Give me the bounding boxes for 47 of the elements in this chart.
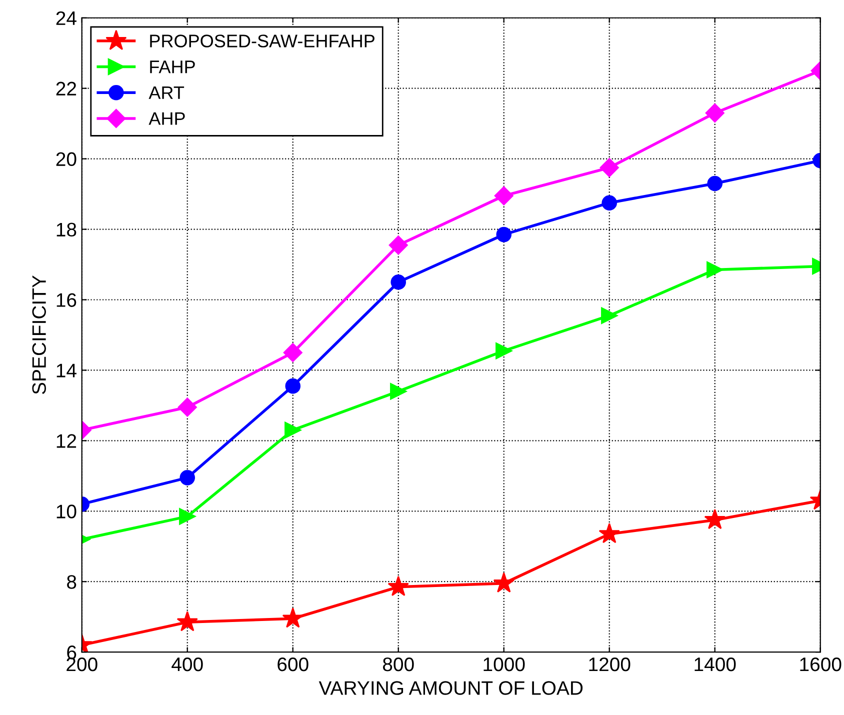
- point: [180, 470, 196, 486]
- x-tick-label: 1600: [800, 657, 842, 672]
- y-tick-label: 10: [56, 504, 76, 518]
- point: [496, 342, 512, 360]
- point: [705, 103, 724, 123]
- point: [496, 226, 512, 242]
- point: [601, 307, 618, 324]
- legend-label: ART: [148, 86, 184, 99]
- point: [388, 236, 408, 255]
- y-tick-label: 18: [56, 222, 76, 237]
- point: [390, 274, 406, 290]
- y-axis-title: SPECIFICITY: [32, 275, 46, 394]
- y-tick-label: 8: [67, 575, 76, 589]
- y-tick-label: 24: [56, 11, 76, 25]
- point: [707, 176, 723, 192]
- point: [388, 576, 409, 596]
- point: [390, 383, 407, 400]
- point: [598, 522, 620, 544]
- point: [494, 186, 514, 206]
- point: [282, 607, 304, 628]
- point: [706, 261, 724, 278]
- point: [493, 572, 514, 592]
- x-axis-title: VARYING AMOUNT OF LOAD: [318, 681, 583, 695]
- x-tick-label: 600: [278, 657, 308, 672]
- x-tick-label: 1200: [589, 657, 630, 672]
- x-tick-label: 800: [382, 657, 414, 672]
- y-tick-label: 20: [56, 152, 76, 166]
- point: [285, 378, 301, 394]
- legend-label: PROPOSED-SAW-EHFAHP: [150, 34, 374, 48]
- point: [283, 343, 302, 362]
- point: [600, 158, 619, 178]
- y-tick-label: 22: [56, 82, 76, 96]
- point: [178, 398, 197, 417]
- x-tick-label: 400: [172, 657, 203, 672]
- y-tick-label: 14: [56, 364, 76, 378]
- x-tick-label: 1400: [694, 657, 736, 672]
- point: [602, 195, 618, 210]
- point: [284, 422, 302, 438]
- point: [176, 611, 198, 632]
- y-tick-label: 12: [56, 434, 76, 448]
- legend-label: FAHP: [150, 60, 195, 74]
- x-tick-label: 200: [66, 657, 98, 672]
- point: [704, 508, 726, 530]
- point: [179, 508, 196, 525]
- legend-label: AHP: [148, 112, 185, 125]
- x-tick-label: 1000: [484, 657, 525, 672]
- y-tick-label: 16: [56, 293, 76, 307]
